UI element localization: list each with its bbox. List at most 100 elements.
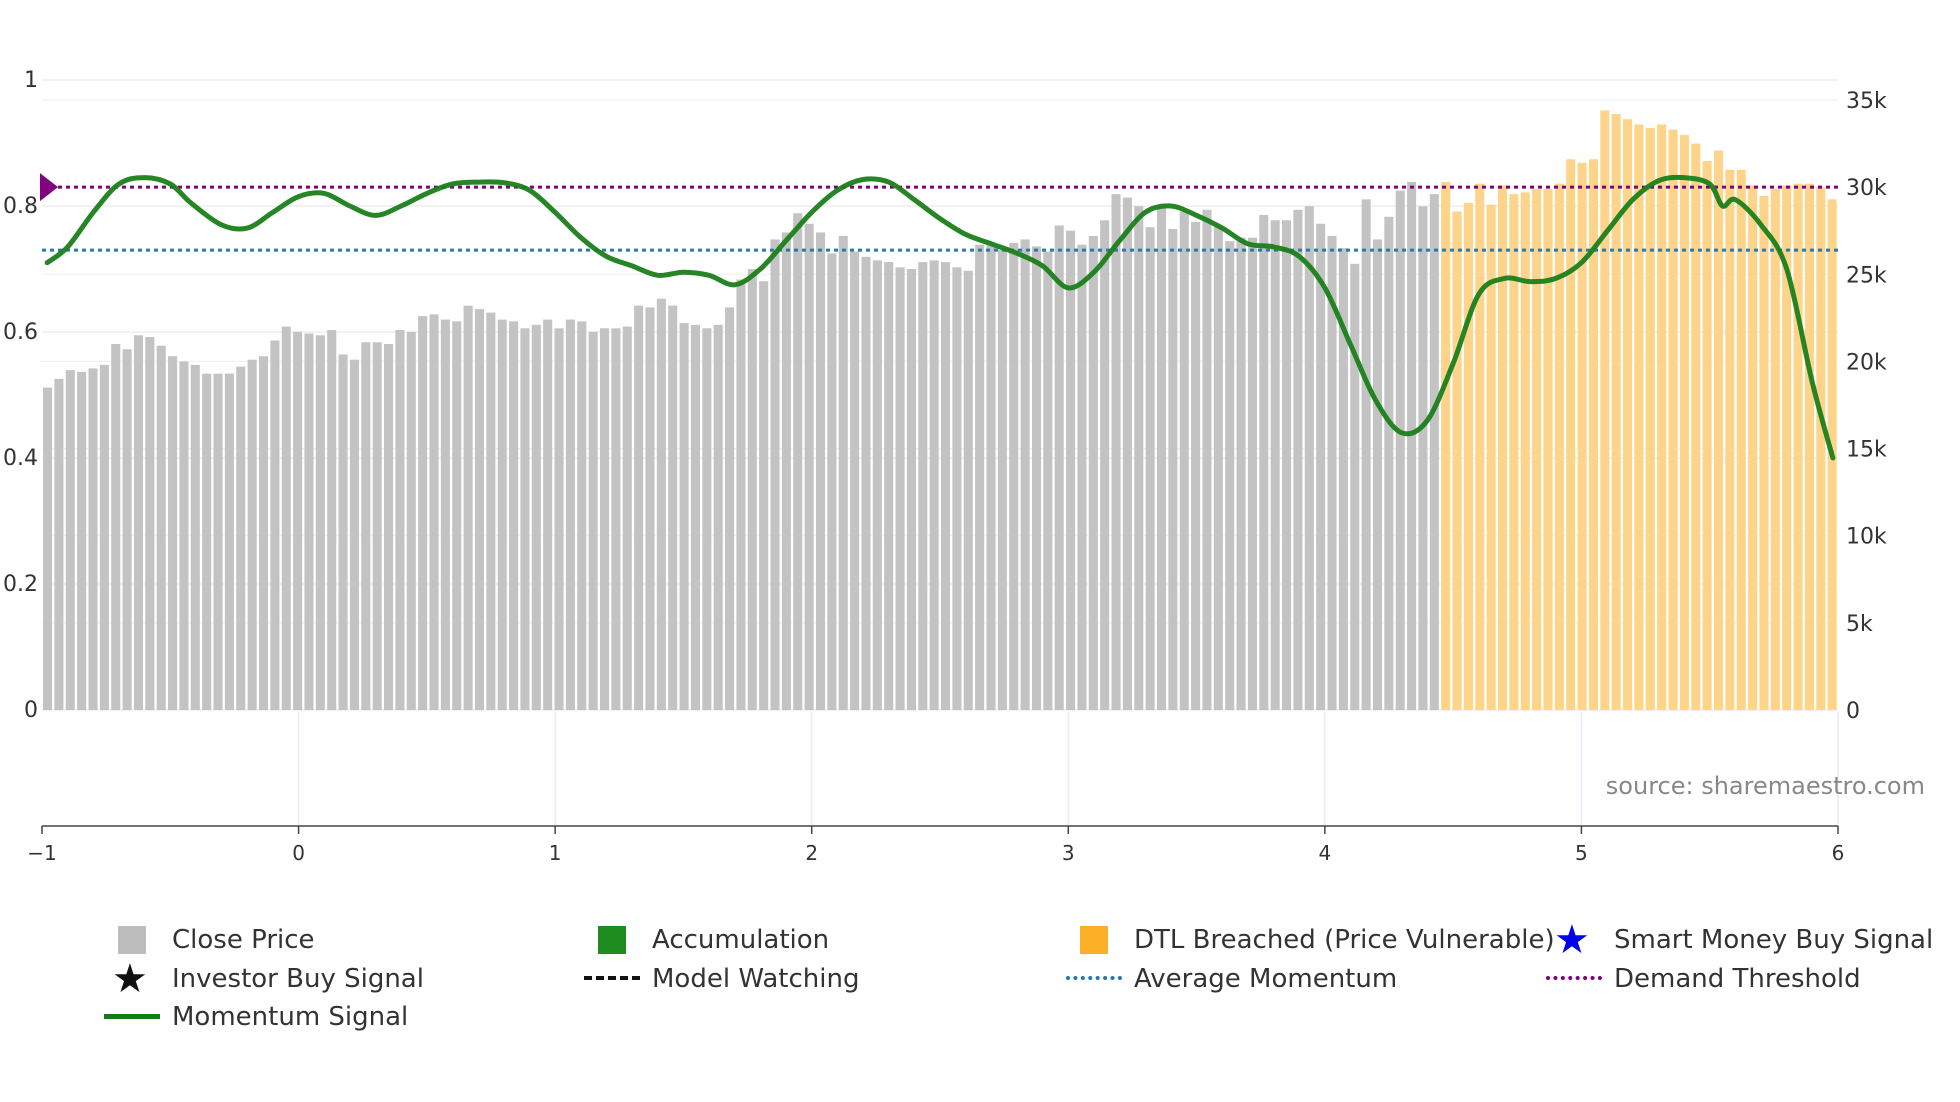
close-price-bar [895, 267, 905, 710]
close-price-bar [429, 314, 439, 710]
close-price-bar [815, 232, 826, 710]
dtl-breached-bar [1634, 124, 1644, 710]
close-price-bar [599, 328, 610, 710]
close-price-bar [554, 328, 564, 710]
close-price-bar [1429, 194, 1439, 711]
axes: 0 0.2 0.4 0.6 0.8 1 0 5k 10k 15k 20k 25k 30k 35k −1 0 1 2… [3, 68, 1887, 865]
y-left-tick-label: 0.4 [3, 446, 38, 471]
price-bars [43, 110, 1837, 711]
close-price-bar [872, 260, 882, 710]
close-price-bar [145, 337, 155, 710]
dtl-breached-bar [1645, 127, 1655, 710]
y-left-tick-label: 0 [24, 698, 38, 723]
close-price-bar [656, 298, 666, 710]
y-right-tick-label: 10k [1846, 525, 1887, 550]
close-price-bar [258, 356, 269, 710]
close-price-bar [1043, 251, 1053, 710]
close-price-bar [247, 359, 257, 710]
y-right-tick-label: 30k [1846, 176, 1887, 201]
close-price-bar [1338, 248, 1348, 710]
close-price-bar [418, 316, 428, 710]
close-price-bar [838, 235, 848, 710]
close-price-bar [1145, 227, 1155, 711]
dtl-breached-bar [1759, 195, 1769, 711]
close-price-bar [611, 328, 621, 710]
dtl-breached-bar [1532, 188, 1542, 710]
dtl-breached-bar [1566, 159, 1576, 710]
y-right-tick-label: 5k [1846, 612, 1873, 637]
close-price-bar [577, 321, 587, 710]
y-left-tick-label: 0.8 [3, 194, 38, 219]
close-price-bar [77, 371, 87, 710]
dtl-breached-bar [1770, 188, 1780, 710]
close-price-bar [781, 232, 791, 710]
close-price-bar [349, 359, 359, 710]
close-price-bar [202, 373, 212, 710]
close-price-bar [1156, 206, 1167, 710]
y-right-tick-label: 20k [1846, 350, 1887, 375]
close-price-bar [941, 262, 951, 710]
close-price-bar [1077, 244, 1087, 710]
close-price-bar [1407, 181, 1417, 710]
close-price-bar [1168, 228, 1178, 710]
dtl-breached-bar [1816, 187, 1826, 710]
dtl-breached-bar [1623, 119, 1633, 711]
x-tick-label: 5 [1575, 841, 1588, 865]
dtl-breached-bar [1702, 161, 1712, 710]
close-price-bar [384, 344, 394, 710]
close-price-bar [1020, 239, 1030, 710]
close-price-bar [99, 364, 109, 710]
close-price-bar [361, 342, 371, 710]
close-price-bar [1191, 222, 1201, 710]
close-price-bar [156, 345, 166, 710]
close-price-bar [486, 312, 496, 710]
close-price-bar [463, 305, 473, 710]
close-price-bar [111, 344, 121, 710]
dtl-breached-bar [1804, 183, 1814, 710]
indicator-lines [40, 173, 1838, 461]
close-price-bar [827, 253, 837, 710]
close-price-bar [395, 330, 405, 710]
dtl-breached-bar [1588, 159, 1598, 710]
close-price-bar [372, 342, 382, 710]
close-price-bar [1009, 242, 1019, 710]
close-price-bar [725, 307, 735, 710]
dtl-breached-bar [1475, 183, 1485, 710]
close-price-bar [1066, 230, 1076, 710]
close-price-bar [88, 368, 98, 710]
close-price-bar [497, 319, 507, 710]
close-price-bar [179, 361, 189, 710]
close-price-bar [474, 309, 485, 710]
x-tick-label: 4 [1318, 841, 1331, 865]
close-price-bar [1384, 216, 1394, 710]
close-price-bar [281, 326, 291, 710]
close-price-bar [1316, 223, 1326, 711]
close-price-bar [213, 373, 223, 710]
dtl-breached-bar [1713, 150, 1724, 711]
x-tick-label: 1 [549, 841, 562, 865]
dtl-breached-bar [1736, 169, 1746, 710]
close-price-bar [1100, 220, 1110, 710]
close-price-bar [304, 333, 314, 710]
close-price-bar [293, 331, 303, 710]
y-right-tick-label: 35k [1846, 89, 1887, 114]
close-price-bar [1293, 209, 1303, 711]
y-left-tick-label: 0.2 [3, 572, 38, 597]
close-price-bar [1088, 235, 1098, 710]
close-price-bar [1031, 246, 1042, 710]
close-price-bar [997, 249, 1007, 710]
close-price-bar [850, 251, 860, 710]
close-price-bar [1350, 263, 1360, 710]
close-price-bar [1247, 237, 1257, 710]
dtl-breached-bar [1691, 143, 1701, 710]
dtl-breached-bar [1657, 124, 1667, 710]
close-price-bar [1282, 220, 1292, 710]
close-price-bar [1372, 239, 1383, 710]
close-price-bar [1304, 206, 1314, 710]
close-price-bar [338, 354, 348, 710]
close-price-bar [793, 213, 803, 711]
close-price-bar [736, 279, 746, 710]
close-price-bar [759, 281, 769, 710]
close-price-bar [770, 239, 780, 710]
dtl-breached-bar [1554, 183, 1564, 710]
